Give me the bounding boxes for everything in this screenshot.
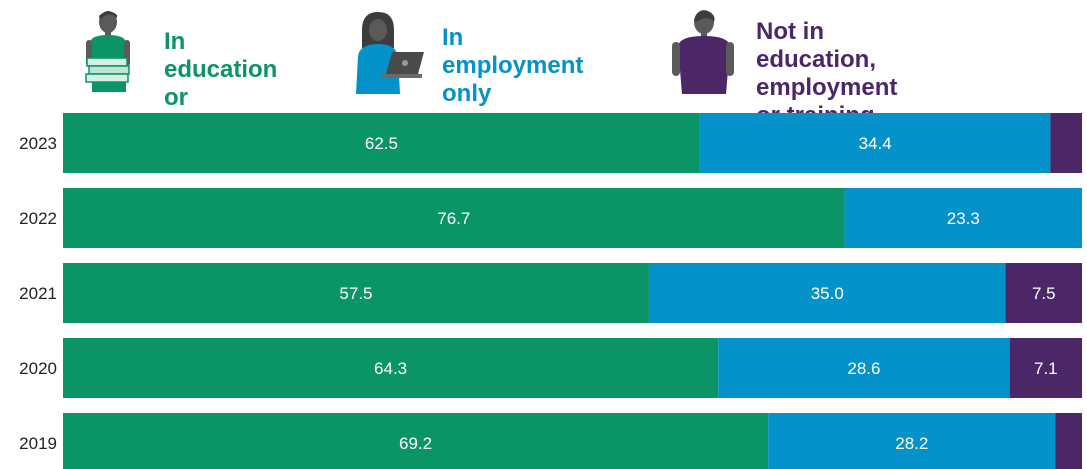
- data-label-employment-2020: 28.6: [847, 359, 880, 378]
- person-standing-icon: [672, 10, 734, 94]
- bar-employment-2020: [718, 338, 1010, 398]
- data-label-employment-2023: 34.4: [859, 134, 892, 153]
- bar-employment-2023: [699, 113, 1051, 173]
- bar-neet-2023: [1050, 113, 1082, 173]
- data-label-neet-2021: 7.5: [1032, 284, 1056, 303]
- bar-employment-2019: [768, 413, 1056, 469]
- bar-neet-2020: [1009, 338, 1082, 398]
- data-label-employment-2022: 23.3: [947, 209, 980, 228]
- category-label-2021: 2021: [19, 284, 57, 303]
- bar-neet-2019: [1055, 413, 1082, 469]
- category-label-2020: 2020: [19, 359, 57, 378]
- legend-label-employment-line-2: only: [442, 80, 492, 107]
- bar-row-2021: 2021 57.5 35.0 7.5: [19, 263, 1082, 323]
- category-label-2019: 2019: [19, 434, 57, 453]
- data-label-employment-2019: 28.2: [895, 434, 928, 453]
- data-label-neet-2020: 7.1: [1034, 359, 1058, 378]
- bar-row-2019: 2019 69.2 28.2: [19, 413, 1082, 469]
- bar-employment-2021: [648, 263, 1006, 323]
- data-label-employment-2021: 35.0: [811, 284, 844, 303]
- bar-row-2022: 2022 76.7 23.3: [19, 188, 1082, 248]
- data-label-education-2020: 64.3: [374, 359, 407, 378]
- data-label-education-2023: 62.5: [365, 134, 398, 153]
- student-with-books-icon: [85, 11, 130, 92]
- bar-education-2022: [63, 188, 845, 248]
- category-label-2022: 2022: [19, 209, 57, 228]
- bar-row-2020: 2020 64.3 28.6 7.1: [19, 338, 1082, 398]
- bar-employment-2022: [844, 188, 1082, 248]
- bar-education-2019: [63, 413, 769, 469]
- bar-education-2023: [63, 113, 700, 173]
- legend-label-employment-line-1: In employment: [442, 24, 584, 79]
- bar-education-2020: [63, 338, 719, 398]
- legend-label-neet-line-1: Not in education,: [756, 18, 877, 73]
- bar-row-2023: 2023 62.5 34.4: [19, 113, 1082, 173]
- data-label-education-2021: 57.5: [339, 284, 372, 303]
- data-label-education-2022: 76.7: [437, 209, 470, 228]
- category-label-2023: 2023: [19, 134, 57, 153]
- bar-neet-2021: [1005, 263, 1082, 323]
- data-label-education-2019: 69.2: [399, 434, 432, 453]
- person-with-laptop-icon: [356, 12, 424, 94]
- legend-label-education-line-1: In education: [164, 28, 278, 83]
- bar-education-2021: [63, 263, 649, 323]
